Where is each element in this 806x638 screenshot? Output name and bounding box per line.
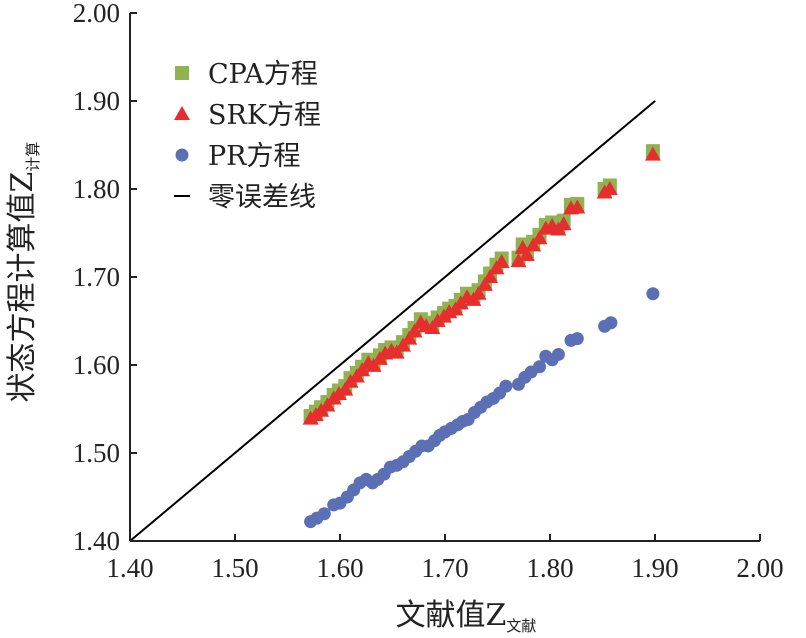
- circle-point: [317, 507, 331, 521]
- y-tick-label: 1.60: [73, 350, 120, 380]
- tick-marks: [129, 12, 761, 542]
- series-triangle: [302, 146, 661, 425]
- legend-label: PR方程: [208, 141, 301, 172]
- triangle-point: [401, 330, 418, 345]
- legend-swatch: [174, 106, 190, 120]
- y-tick-label: 1.40: [73, 526, 120, 556]
- legend-item: 零误差线: [174, 182, 316, 213]
- circle-point: [570, 332, 584, 346]
- triangle-point: [601, 181, 618, 195]
- triangle-point: [354, 362, 371, 377]
- x-axis-title: 文献值Z文献: [396, 598, 537, 635]
- legend-swatch: [175, 148, 189, 162]
- plot-area: [129, 100, 661, 542]
- y-tick-label: 2.00: [73, 0, 120, 28]
- triangle-point: [406, 323, 423, 338]
- x-tick-label: 1.70: [421, 553, 468, 583]
- zero-error-line: [129, 100, 656, 542]
- legend-swatch: [175, 66, 189, 80]
- circle-point: [646, 287, 660, 301]
- x-tick-label: 1.50: [211, 553, 258, 583]
- series-circle: [304, 287, 660, 529]
- triangle-point: [510, 253, 527, 268]
- tick-labels: 1.40 1.50 1.60 1.70 1.80 1.90 2.00 1.40 1.50 1.60…: [73, 0, 784, 583]
- legend-label: SRK方程: [208, 100, 321, 131]
- circle-point: [499, 379, 513, 393]
- y-tick-label: 1.90: [73, 86, 120, 116]
- triangle-point: [388, 344, 405, 359]
- triangle-point: [569, 199, 586, 214]
- y-tick-label: 1.80: [73, 174, 120, 204]
- legend-label: CPA方程: [208, 59, 318, 90]
- legend-label: 零误差线: [208, 182, 316, 213]
- triangle-point: [476, 276, 493, 291]
- triangle-point: [555, 216, 572, 231]
- triangle-point: [395, 337, 411, 352]
- circle-point: [604, 316, 618, 330]
- triangle-point: [493, 254, 510, 269]
- y-tick-label: 1.50: [73, 438, 120, 468]
- triangle-point: [337, 381, 354, 396]
- y-tick-label: 1.70: [73, 262, 120, 292]
- circle-point: [533, 360, 546, 374]
- x-tick-label: 2.00: [736, 553, 783, 583]
- legend-item: CPA方程: [175, 59, 318, 90]
- x-tick-label: 1.60: [316, 553, 363, 583]
- legend-item: PR方程: [175, 141, 301, 172]
- triangle-point: [644, 146, 661, 161]
- triangle-point: [319, 397, 336, 412]
- triangle-point: [424, 320, 441, 335]
- x-tick-label: 1.40: [106, 553, 153, 583]
- triangle-point: [482, 269, 499, 283]
- triangle-point: [470, 285, 487, 300]
- legend-item: SRK方程: [174, 100, 321, 131]
- triangle-point: [531, 230, 548, 245]
- x-tick-label: 1.80: [526, 553, 573, 583]
- y-axis-title: 状态方程计算值Z计算: [5, 142, 42, 403]
- circle-point: [551, 347, 565, 361]
- triangle-point: [365, 357, 382, 372]
- triangle-point: [518, 247, 535, 261]
- triangle-point: [525, 237, 542, 252]
- x-tick-label: 1.90: [631, 553, 678, 583]
